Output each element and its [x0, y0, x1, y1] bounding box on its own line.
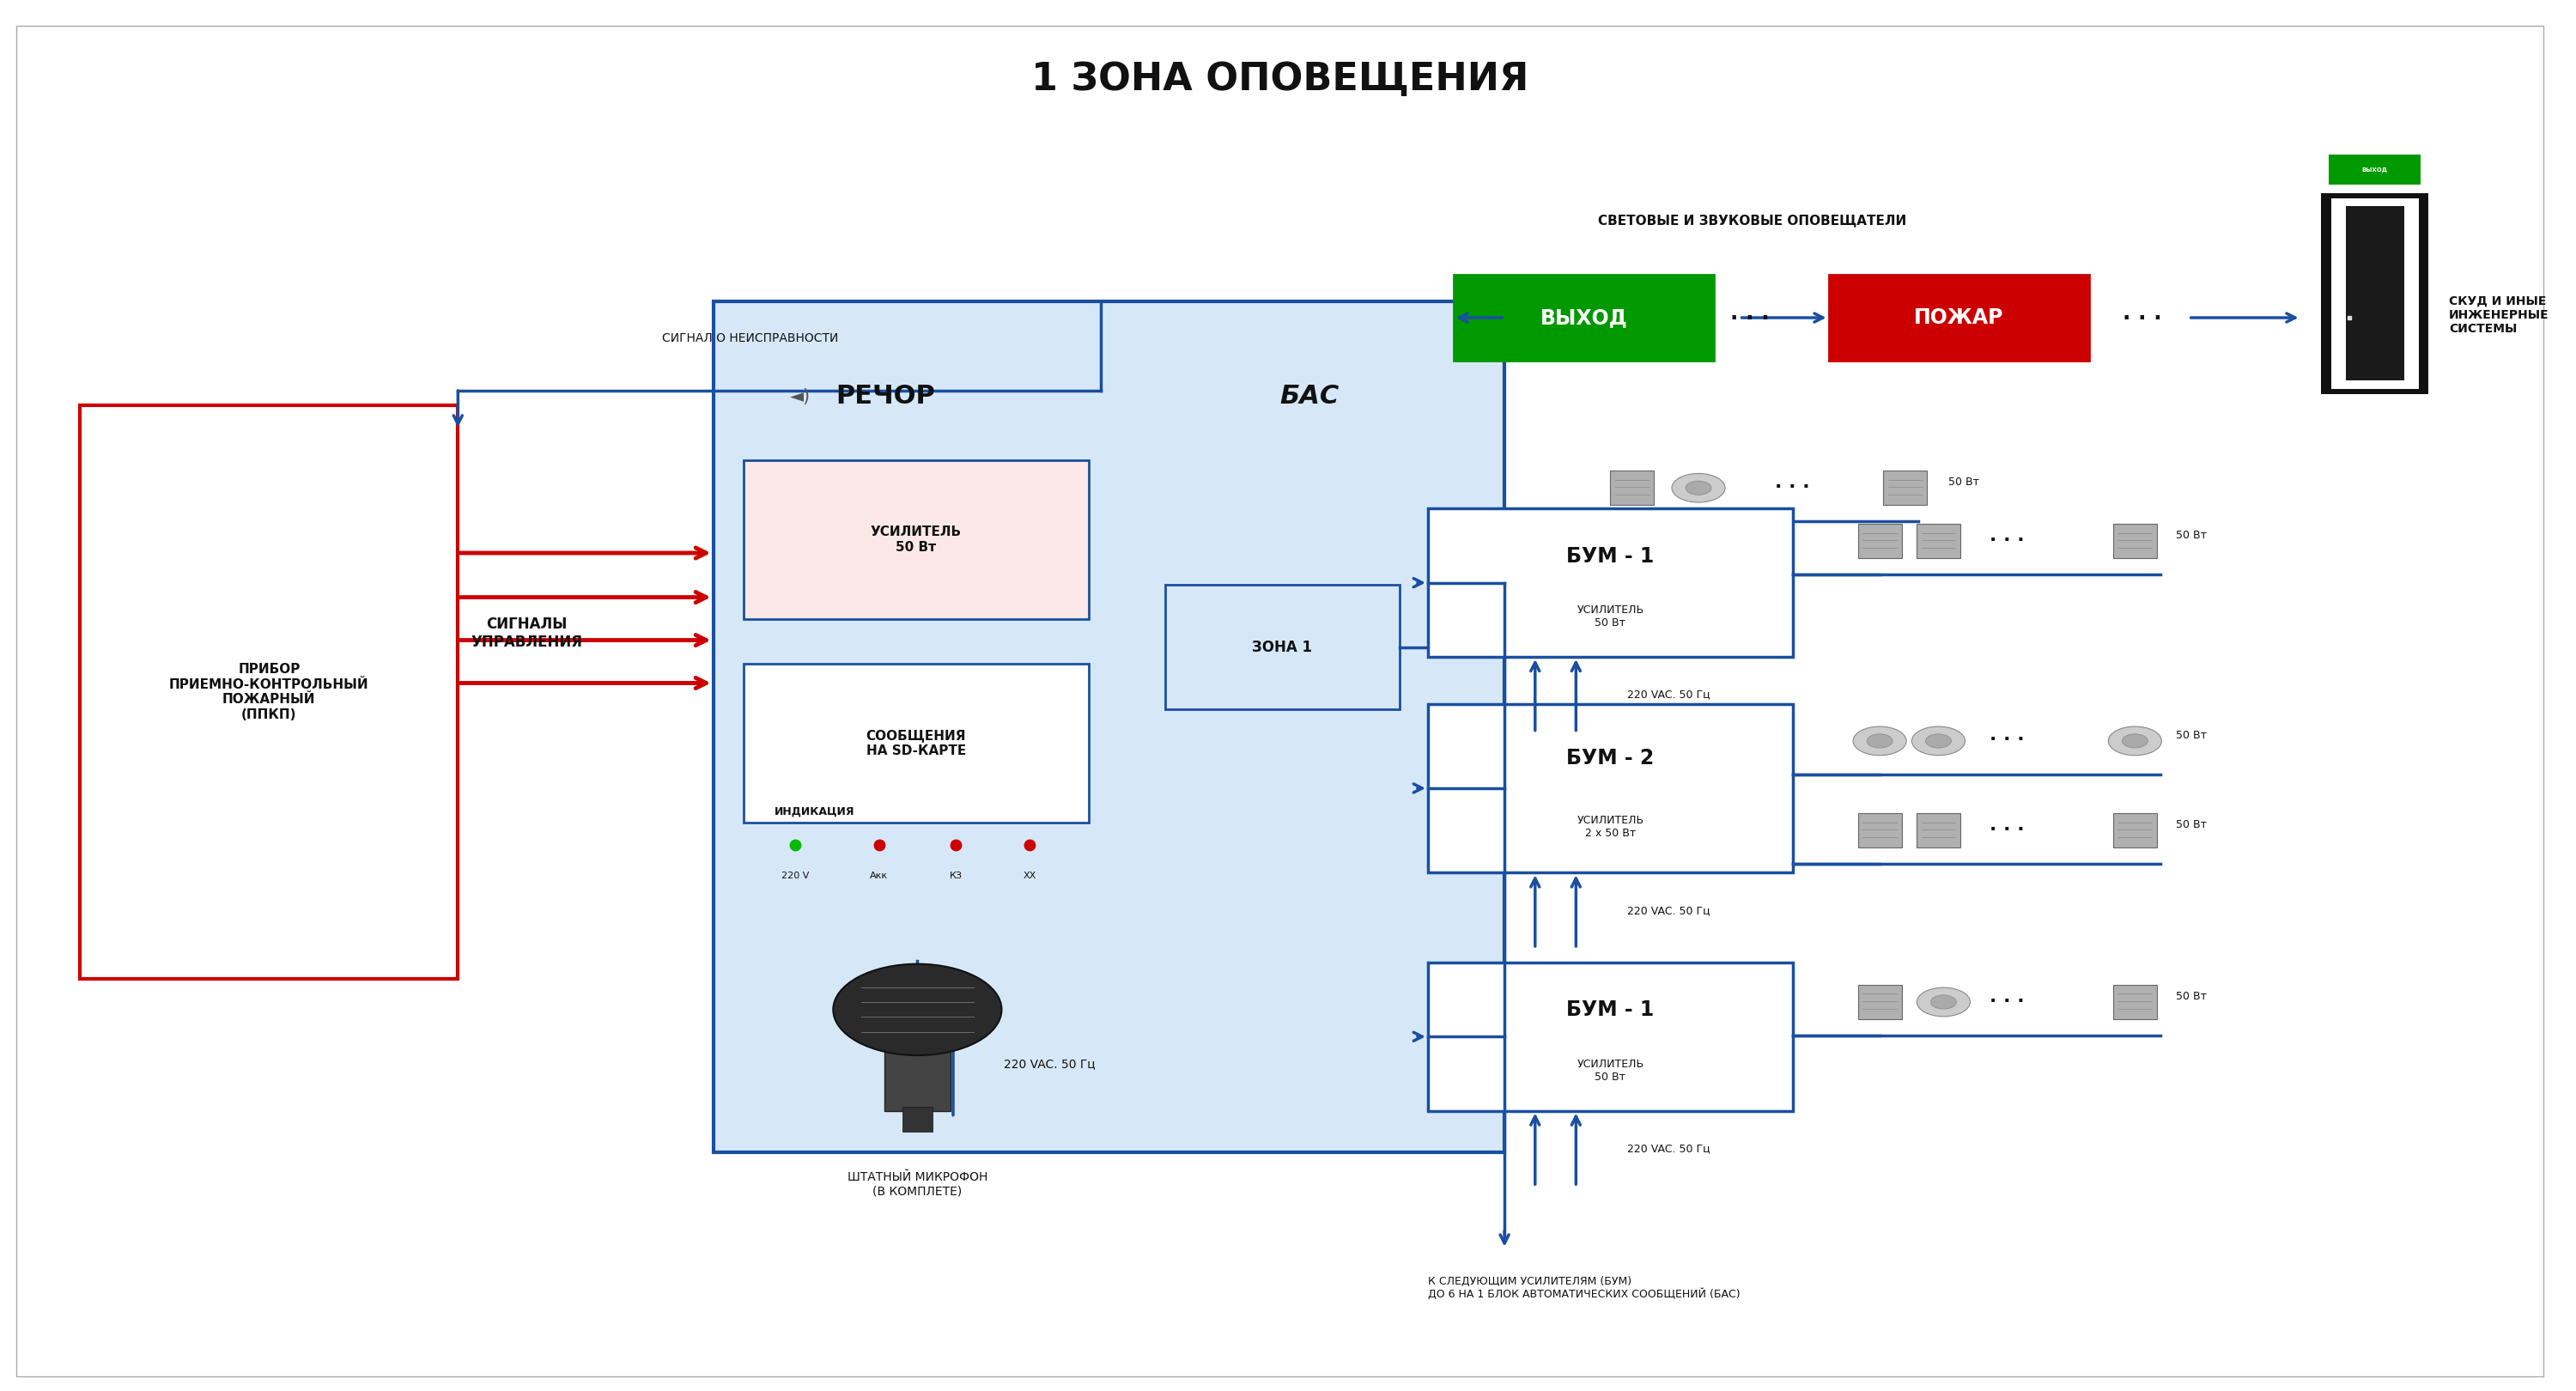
Text: УСИЛИТЕЛЬ
50 Вт: УСИЛИТЕЛЬ 50 Вт [871, 526, 961, 554]
Text: . . .: . . . [1989, 817, 2025, 833]
Text: БУМ - 1: БУМ - 1 [1566, 545, 1654, 566]
FancyBboxPatch shape [1857, 985, 1901, 1020]
Circle shape [1852, 726, 1906, 755]
Circle shape [1917, 988, 1971, 1017]
Text: БАС: БАС [1280, 384, 1340, 409]
Text: 220 VAC. 50 Гц: 220 VAC. 50 Гц [1628, 906, 1710, 917]
FancyBboxPatch shape [2321, 193, 2429, 394]
Text: 220 VAC. 50 Гц: 220 VAC. 50 Гц [1005, 1057, 1095, 1070]
Circle shape [2107, 726, 2161, 755]
FancyBboxPatch shape [744, 460, 1090, 619]
Text: ПРИБОР
ПРИЕМНО-КОНТРОЛЬНЫЙ
ПОЖАРНЫЙ
(ППКП): ПРИБОР ПРИЕМНО-КОНТРОЛЬНЫЙ ПОЖАРНЫЙ (ППК… [170, 664, 368, 721]
FancyBboxPatch shape [2112, 985, 2156, 1020]
Text: 50 Вт: 50 Вт [2177, 730, 2208, 741]
FancyBboxPatch shape [1829, 275, 2089, 360]
FancyBboxPatch shape [1857, 814, 1901, 847]
Text: СИГНАЛЫ
УПРАВЛЕНИЯ: СИГНАЛЫ УПРАВЛЕНИЯ [471, 616, 582, 650]
FancyBboxPatch shape [2331, 199, 2419, 388]
FancyBboxPatch shape [884, 1045, 951, 1110]
Circle shape [832, 964, 1002, 1056]
Text: ШТАТНЫЙ МИКРОФОН
(В КОМПЛЕТЕ): ШТАТНЫЙ МИКРОФОН (В КОМПЛЕТЕ) [848, 1171, 987, 1198]
FancyBboxPatch shape [1164, 584, 1399, 709]
FancyBboxPatch shape [1610, 470, 1654, 505]
Text: УСИЛИТЕЛЬ
2 х 50 Вт: УСИЛИТЕЛЬ 2 х 50 Вт [1577, 815, 1643, 839]
Circle shape [1868, 734, 1893, 748]
Text: 1 ЗОНА ОПОВЕЩЕНИЯ: 1 ЗОНА ОПОВЕЩЕНИЯ [1030, 61, 1528, 99]
Text: 50 Вт: 50 Вт [2177, 819, 2208, 830]
Text: УСИЛИТЕЛЬ
50 Вт: УСИЛИТЕЛЬ 50 Вт [1577, 605, 1643, 629]
Text: СВЕТОВЫЕ И ЗВУКОВЫЕ ОПОВЕЩАТЕЛИ: СВЕТОВЫЕ И ЗВУКОВЫЕ ОПОВЕЩАТЕЛИ [1597, 214, 1906, 227]
FancyBboxPatch shape [1917, 814, 1960, 847]
Text: . . .: . . . [1731, 303, 1770, 324]
FancyBboxPatch shape [1883, 470, 1927, 505]
Text: ЗОНА 1: ЗОНА 1 [1252, 640, 1311, 655]
Text: ВЫХОД: ВЫХОД [2362, 167, 2388, 172]
Circle shape [1924, 734, 1950, 748]
Text: БУМ - 2: БУМ - 2 [1566, 747, 1654, 768]
Text: СООБЩЕНИЯ
НА SD-КАРТЕ: СООБЩЕНИЯ НА SD-КАРТЕ [866, 729, 966, 757]
Text: ◄): ◄) [791, 388, 811, 405]
FancyBboxPatch shape [80, 405, 459, 979]
FancyBboxPatch shape [1453, 275, 1713, 360]
Text: СКУД И ИНЫЕ
ИНЖЕНЕРНЫЕ
СИСТЕМЫ: СКУД И ИНЫЕ ИНЖЕНЕРНЫЕ СИСТЕМЫ [2450, 295, 2550, 335]
Circle shape [1929, 995, 1955, 1008]
FancyBboxPatch shape [2347, 206, 2403, 381]
Circle shape [2123, 734, 2148, 748]
Text: . . .: . . . [1989, 727, 2025, 744]
Text: . . .: . . . [2123, 303, 2161, 324]
FancyBboxPatch shape [1917, 524, 1960, 558]
Text: КЗ: КЗ [948, 871, 961, 879]
FancyBboxPatch shape [1857, 524, 1901, 558]
Text: . . .: . . . [1775, 474, 1811, 491]
FancyBboxPatch shape [1427, 704, 1793, 872]
FancyBboxPatch shape [2329, 154, 2421, 185]
Text: 50 Вт: 50 Вт [1947, 477, 1978, 488]
FancyBboxPatch shape [1427, 509, 1793, 657]
Text: 220 V: 220 V [781, 871, 809, 879]
Text: 220 VAC. 50 Гц: 220 VAC. 50 Гц [1628, 1143, 1710, 1155]
Text: РЕЧОР: РЕЧОР [835, 384, 935, 409]
Text: ВЫХОД: ВЫХОД [1540, 307, 1628, 328]
Text: ИНДИКАЦИЯ: ИНДИКАЦИЯ [775, 807, 855, 818]
FancyBboxPatch shape [1427, 963, 1793, 1110]
FancyBboxPatch shape [902, 1106, 933, 1131]
Text: 220 VAC. 50 Гц: 220 VAC. 50 Гц [1628, 689, 1710, 701]
FancyBboxPatch shape [714, 300, 1504, 1152]
Text: ХХ: ХХ [1023, 871, 1036, 879]
Text: СИГНАЛ О НЕИСПРАВНОСТИ: СИГНАЛ О НЕИСПРАВНОСТИ [662, 332, 837, 345]
Text: 50 Вт: 50 Вт [2177, 530, 2208, 541]
Text: К СЛЕДУЮЩИМ УСИЛИТЕЛЯМ (БУМ)
ДО 6 НА 1 БЛОК АВТОМАТИЧЕСКИХ СООБЩЕНИЙ (БАС): К СЛЕДУЮЩИМ УСИЛИТЕЛЯМ (БУМ) ДО 6 НА 1 Б… [1427, 1276, 1741, 1301]
Text: . . .: . . . [1989, 988, 2025, 1006]
Text: . . .: . . . [1989, 527, 2025, 544]
FancyBboxPatch shape [2112, 814, 2156, 847]
Text: УСИЛИТЕЛЬ
50 Вт: УСИЛИТЕЛЬ 50 Вт [1577, 1059, 1643, 1082]
Circle shape [1685, 481, 1710, 495]
Circle shape [1672, 473, 1726, 502]
FancyBboxPatch shape [744, 664, 1090, 823]
Text: ПОЖАР: ПОЖАР [1914, 307, 2004, 328]
Text: Акк: Акк [871, 871, 889, 879]
Text: 50 Вт: 50 Вт [2177, 990, 2208, 1002]
Circle shape [1911, 726, 1965, 755]
FancyBboxPatch shape [2112, 524, 2156, 558]
Text: БУМ - 1: БУМ - 1 [1566, 1000, 1654, 1020]
